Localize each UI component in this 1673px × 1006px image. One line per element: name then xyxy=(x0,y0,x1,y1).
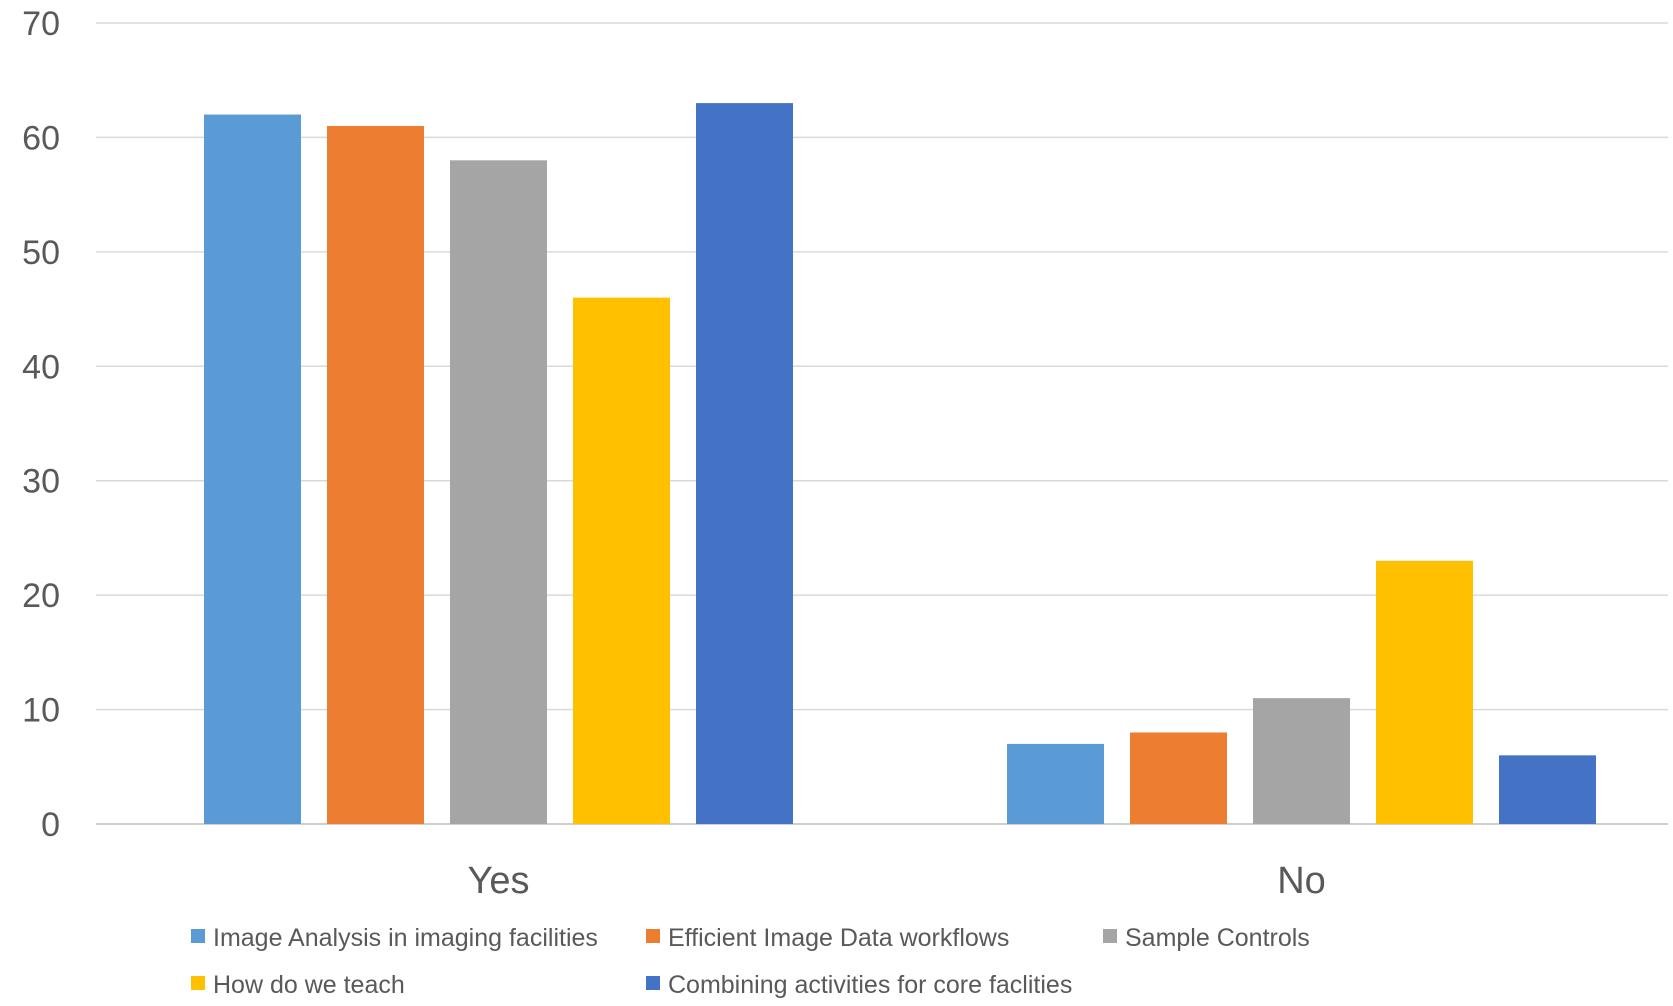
bar-no-series-2 xyxy=(1130,732,1227,824)
bar-yes-series-3 xyxy=(450,160,547,825)
legend-swatch xyxy=(1103,929,1117,943)
y-tick-label: 30 xyxy=(22,463,60,501)
legend-swatch xyxy=(191,976,205,990)
legend: Image Analysis in imaging facilities Effi… xyxy=(191,924,1310,999)
x-category-label: No xyxy=(1277,860,1326,902)
legend-entry-label: Efficient Image Data workflows xyxy=(668,924,1009,952)
y-tick-label: 10 xyxy=(22,692,60,730)
bar-yes-series-4 xyxy=(573,297,670,825)
bar-no-series-3 xyxy=(1253,698,1350,824)
bar-yes-series-5 xyxy=(696,103,793,825)
legend-swatch xyxy=(646,929,660,943)
legend-swatch xyxy=(646,976,660,990)
x-axis: Yes No xyxy=(468,860,1326,902)
legend-entry-label: Sample Controls xyxy=(1125,924,1310,952)
bar-yes-series-1 xyxy=(204,114,301,825)
y-tick-label: 0 xyxy=(41,806,60,844)
y-tick-label: 40 xyxy=(22,348,60,386)
y-axis: 0 10 20 30 40 50 60 70 xyxy=(22,5,60,844)
x-category-label: Yes xyxy=(468,860,530,902)
bars xyxy=(204,103,1596,825)
bar-yes-series-2 xyxy=(327,125,424,824)
y-tick-label: 70 xyxy=(22,5,60,43)
legend-swatch xyxy=(191,929,205,943)
y-tick-label: 20 xyxy=(22,577,60,615)
bar-no-series-4 xyxy=(1376,560,1473,824)
bar-no-series-1 xyxy=(1007,743,1104,824)
legend-entry-label: Image Analysis in imaging facilities xyxy=(213,924,598,952)
legend-entry-label: How do we teach xyxy=(213,971,405,999)
legend-entry-label: Combining activities for core faclities xyxy=(668,971,1072,999)
y-tick-label: 60 xyxy=(22,119,60,157)
bar-no-series-5 xyxy=(1499,755,1596,824)
y-tick-label: 50 xyxy=(22,234,60,272)
